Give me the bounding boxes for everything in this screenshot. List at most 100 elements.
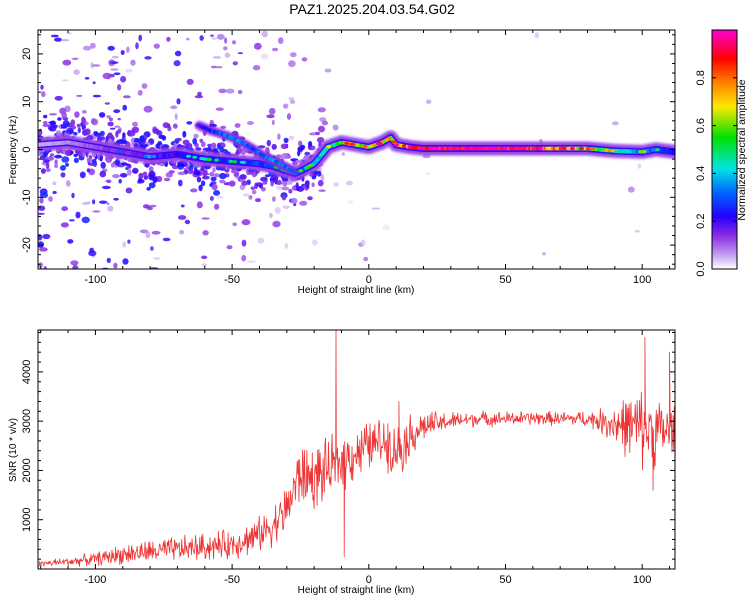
ridge-hotspot: [561, 146, 567, 151]
ridge-cloud-blob: [317, 170, 322, 177]
ridge-cloud-blob: [281, 194, 287, 201]
ridge-cloud-blob: [126, 169, 132, 176]
ridge-cloud-blob: [132, 121, 138, 127]
noise-blob: [38, 205, 46, 211]
noise-blob: [318, 189, 326, 192]
ridge-cloud-blob: [304, 151, 311, 156]
ridge-cloud-blob: [261, 187, 266, 192]
noise-blob: [298, 140, 303, 147]
ridge-hotspot: [116, 149, 122, 153]
noise-blob: [179, 230, 185, 235]
ridge-hotspot: [232, 160, 238, 164]
noise-blob: [210, 65, 217, 69]
ridge-hotspot: [638, 150, 644, 154]
ridge-cloud-blob: [316, 137, 325, 143]
ridge-cloud-blob: [248, 171, 255, 175]
ridge-hotspot: [149, 154, 155, 159]
ridge-cloud-blob: [47, 156, 55, 161]
noise-blob: [70, 260, 79, 266]
ridge-cloud-blob: [182, 139, 190, 145]
ridge-cloud-blob: [148, 182, 156, 189]
noise-blob: [241, 239, 247, 247]
noise-blob: [114, 125, 121, 128]
ridge-hotspot: [579, 146, 585, 151]
spectrogram-xlabel: Height of straight line (km): [298, 285, 415, 296]
noise-blob: [91, 64, 101, 67]
ridge-cloud-blob: [54, 164, 58, 168]
ridge-cloud-blob: [91, 159, 97, 164]
noise-blob: [39, 247, 48, 252]
noise-blob: [253, 42, 262, 50]
ridge-cloud-blob: [321, 120, 328, 126]
noise-blob: [54, 37, 62, 42]
spectrogram-xtick-label: 50: [499, 274, 511, 286]
ridge-cloud-blob: [109, 117, 113, 122]
noise-blob: [317, 107, 326, 113]
ridge-cloud-blob: [99, 155, 103, 162]
ridge-cloud-blob: [295, 159, 303, 163]
ridge-cloud-blob: [281, 186, 290, 191]
ridge-cloud-blob: [213, 173, 220, 178]
noise-blob: [224, 52, 231, 58]
noise-blob: [371, 207, 381, 210]
noise-blob: [88, 250, 97, 257]
spectrogram-ylabel: Frequency (Hz): [8, 116, 19, 185]
ridge-cloud-blob: [182, 130, 187, 138]
noise-blob: [212, 56, 222, 59]
snr-xtick-label: -100: [84, 574, 106, 586]
noise-blob: [363, 256, 369, 262]
noise-blob: [72, 264, 79, 269]
noise-blob: [288, 135, 295, 141]
noise-blob: [199, 35, 204, 41]
ridge-hotspot: [239, 160, 245, 164]
ridge-hotspot: [344, 141, 350, 145]
ridge-cloud-blob: [281, 153, 288, 159]
ridge-cloud-blob: [159, 162, 166, 167]
ridge-cloud-blob: [218, 172, 227, 180]
colorbar-tick-label: 0.8: [695, 70, 707, 85]
colorbar-axes: 0.0 0.2 0.4 0.6 0.8: [695, 70, 737, 277]
noise-blob: [113, 197, 119, 201]
noise-blob: [153, 43, 160, 49]
ridge-cloud-blob: [132, 167, 139, 174]
ridge-cloud-blob: [193, 169, 200, 175]
ridge-cloud-blob: [290, 197, 298, 204]
noise-blob: [341, 152, 345, 156]
noise-blob: [102, 72, 112, 80]
ridge-cloud-blob: [115, 130, 119, 138]
noise-blob: [320, 174, 325, 181]
noise-blob: [255, 198, 261, 203]
noise-blob: [52, 191, 57, 194]
noise-blob: [180, 204, 185, 208]
noise-blob: [144, 56, 152, 60]
noise-blob: [637, 163, 642, 169]
noise-blob: [301, 57, 308, 62]
ridge-cloud-blob: [69, 122, 74, 127]
ridge-hotspot: [391, 140, 397, 144]
noise-blob: [84, 77, 90, 80]
noise-blob: [196, 201, 203, 209]
noise-blob: [226, 245, 233, 250]
ridge-cloud-blob: [43, 159, 50, 163]
ridge-cloud-blob: [250, 186, 256, 190]
ridge-cloud-blob: [86, 168, 91, 173]
ridge-cloud-blob: [73, 157, 79, 164]
noise-blob: [90, 42, 96, 49]
ridge-hotspot: [589, 147, 595, 151]
noise-blob: [176, 98, 181, 105]
noise-blob: [111, 55, 119, 59]
noise-blob: [106, 257, 111, 263]
ridge-cloud-blob: [142, 171, 148, 176]
ridge-cloud-blob: [262, 180, 268, 185]
ridge-cloud-blob: [257, 145, 266, 149]
ridge-cloud-blob: [99, 130, 105, 137]
ridge-cloud-blob: [271, 196, 276, 202]
ridge-hotspot: [428, 146, 434, 151]
ridge-cloud-blob: [219, 179, 226, 184]
ridge-hotspot: [192, 155, 198, 159]
ridge-hotspot: [407, 145, 413, 149]
noise-blob: [272, 220, 281, 228]
noise-blob: [38, 212, 45, 215]
noise-blob: [283, 103, 289, 109]
noise-blob: [135, 42, 139, 50]
